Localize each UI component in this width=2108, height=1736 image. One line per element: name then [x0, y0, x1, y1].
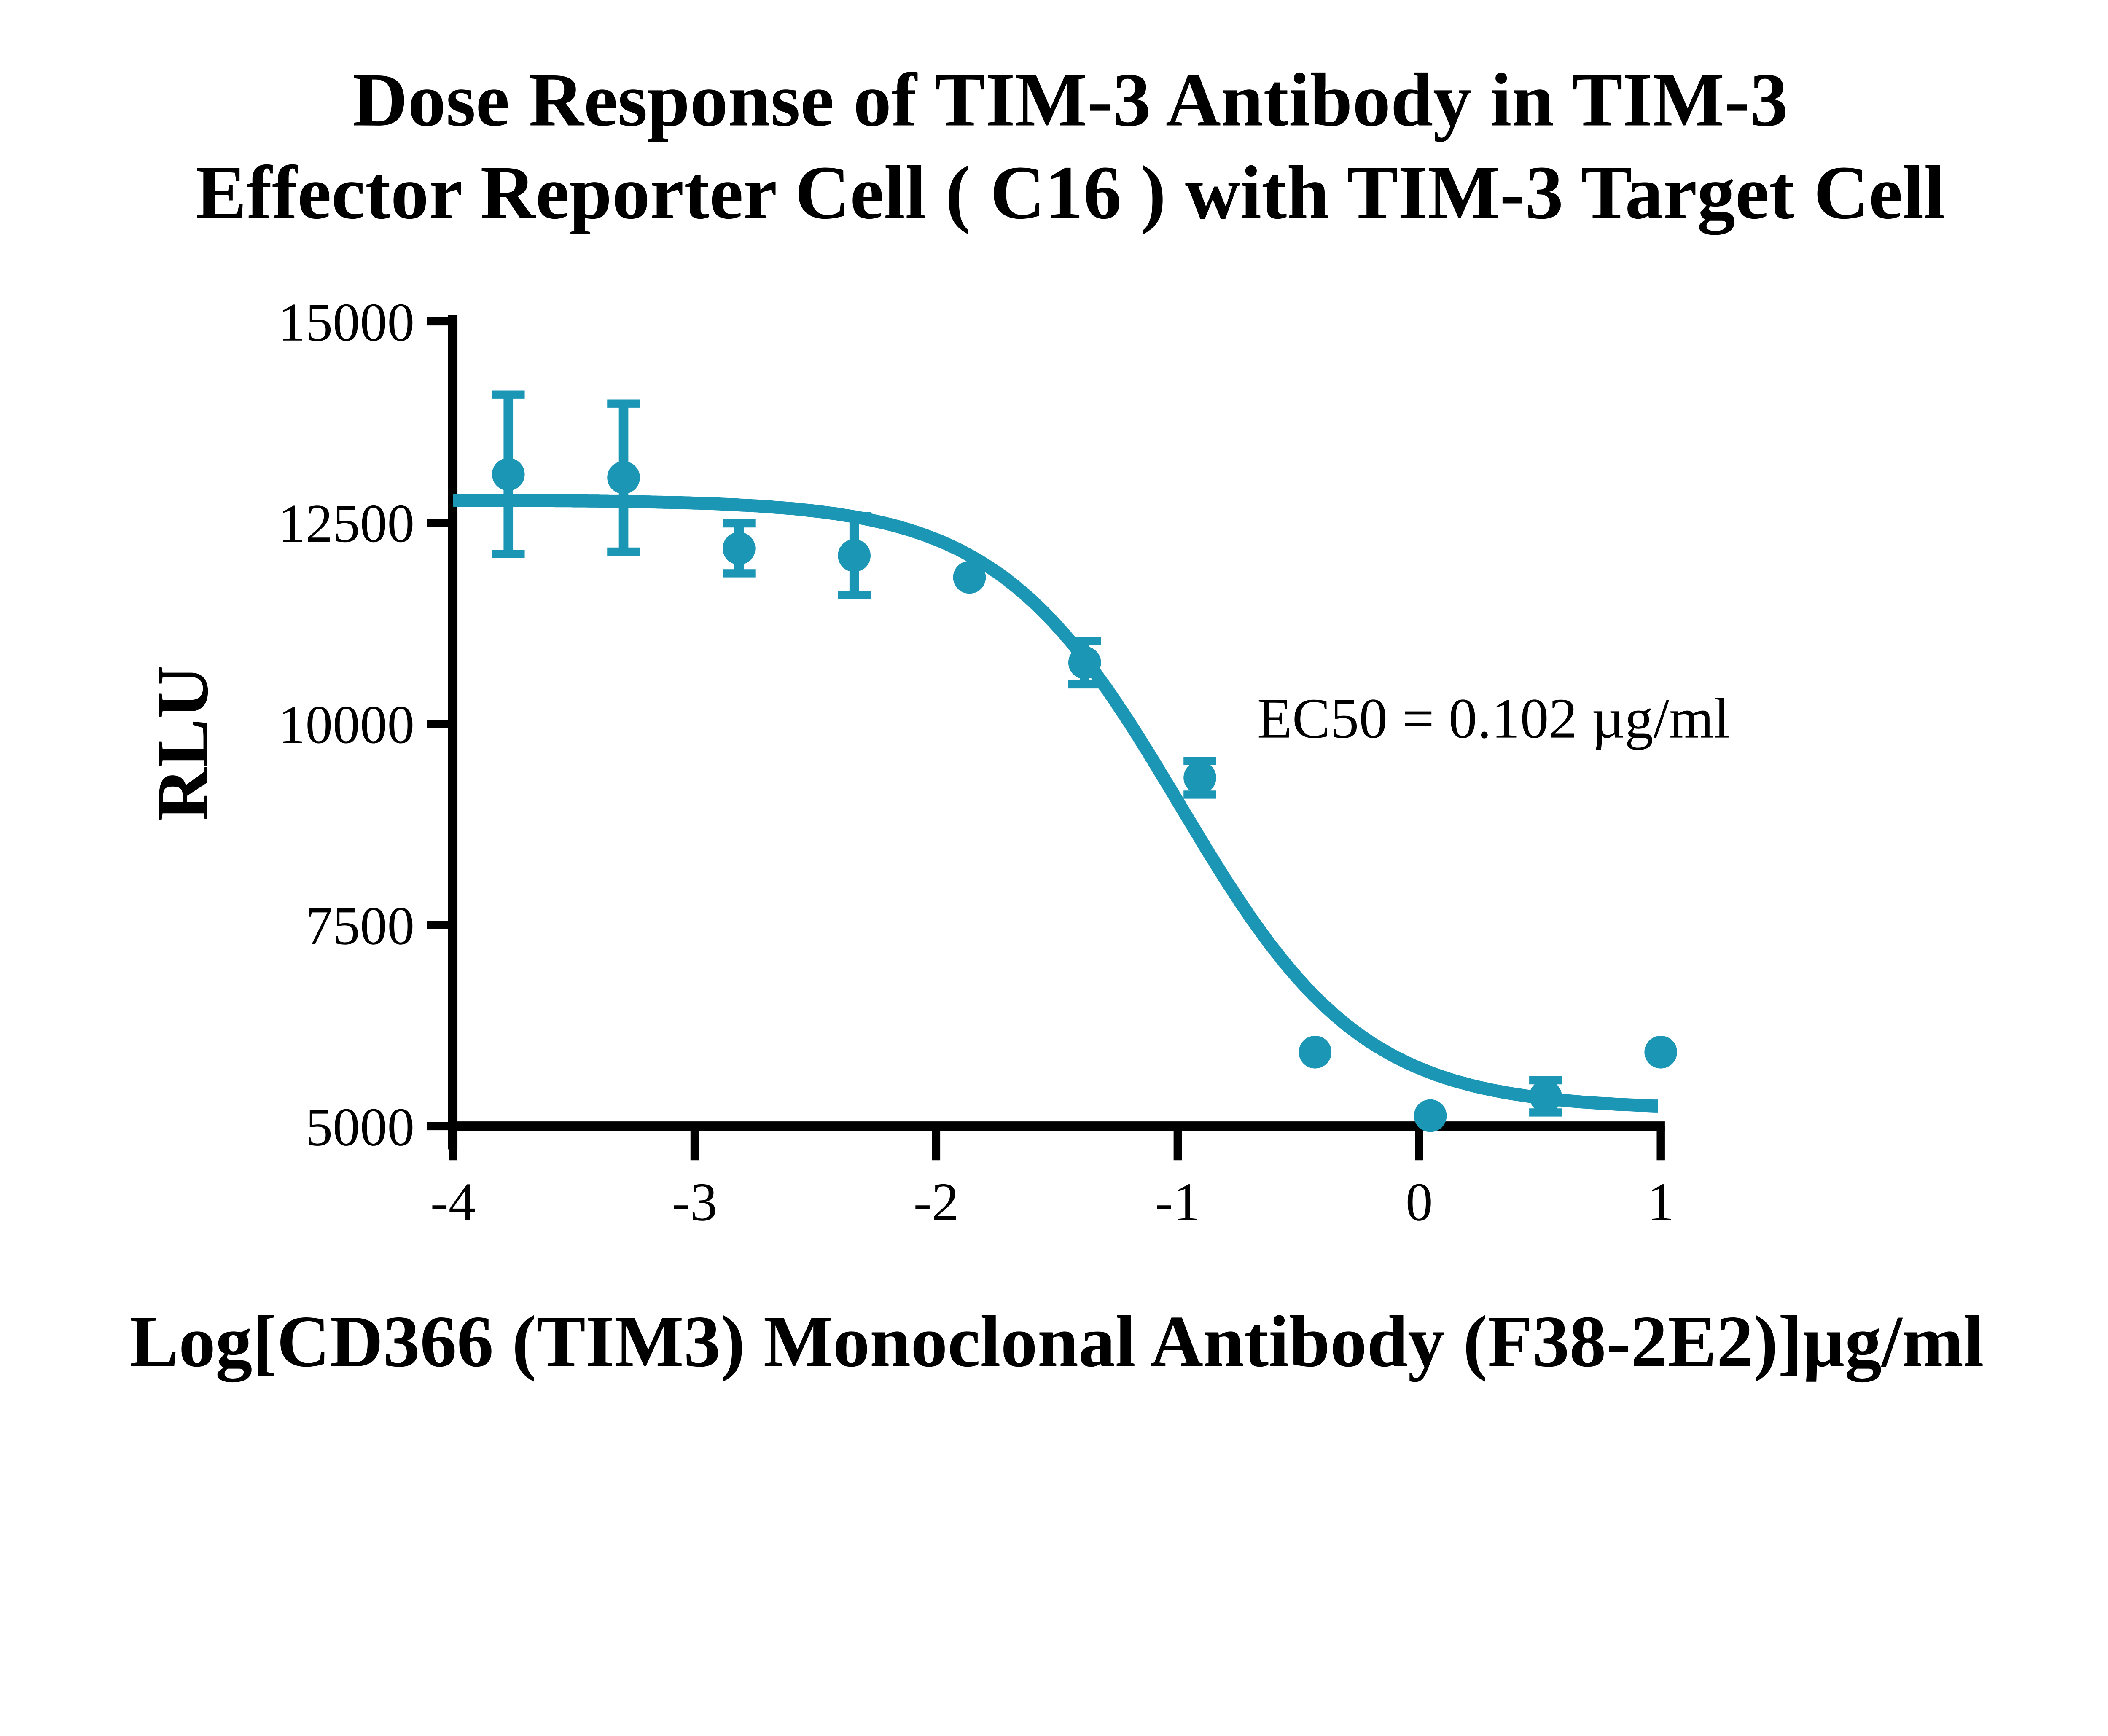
fit-curve — [453, 494, 1658, 1113]
dose-response-chart: Dose Response of TIM-3 Antibody in TIM-3… — [0, 0, 2108, 1404]
figure-container: Dose Response of TIM-3 Antibody in TIM-3… — [0, 0, 2108, 1404]
y-tick-label: 12500 — [278, 493, 414, 554]
chart-background — [0, 0, 2108, 1404]
x-tick-label: -1 — [1155, 1172, 1200, 1232]
x-tick-label: 1 — [1647, 1172, 1675, 1232]
y-tick-label: 7500 — [305, 895, 414, 956]
x-axis-ticks — [449, 1126, 1665, 1161]
data-point — [492, 458, 525, 491]
chart-title-line1: Dose Response of TIM-3 Antibody in TIM-3 — [352, 58, 1788, 142]
data-series — [492, 390, 1678, 1132]
axes — [427, 315, 1665, 1161]
x-tick-label: 0 — [1406, 1172, 1433, 1232]
ec50-annotation: EC50 = 0.102 µg/ml — [1257, 687, 1730, 750]
data-point — [1414, 1099, 1447, 1132]
x-axis-title: Log[CD366 (TIM3) Monoclonal Antibody (F3… — [129, 1301, 1984, 1382]
y-tick-label: 10000 — [278, 694, 414, 755]
data-point — [1068, 646, 1101, 679]
data-point — [1644, 1035, 1678, 1069]
data-point — [1529, 1080, 1562, 1113]
data-point — [953, 561, 986, 594]
y-tick-label: 15000 — [278, 292, 414, 352]
x-tick-label: -3 — [672, 1172, 718, 1232]
data-point — [838, 539, 871, 572]
y-axis-ticks — [427, 317, 453, 1131]
data-point — [1299, 1035, 1332, 1069]
x-tick-label: -2 — [914, 1172, 959, 1232]
x-tick-label: -4 — [430, 1172, 476, 1232]
y-tick-label: 5000 — [305, 1097, 414, 1157]
y-axis-title: RLU — [142, 665, 223, 821]
data-point — [723, 532, 756, 565]
data-point — [607, 461, 640, 494]
fit-curve-path — [453, 494, 1658, 1113]
y-axis-tick-labels: 5000 7500 10000 12500 15000 — [278, 292, 414, 1157]
x-axis-tick-labels: -4 -3 -2 -1 0 1 — [430, 1172, 1675, 1232]
data-point — [1183, 761, 1216, 794]
chart-title-line2: Effector Reporter Cell ( C16 ) with TIM-… — [196, 150, 1945, 235]
